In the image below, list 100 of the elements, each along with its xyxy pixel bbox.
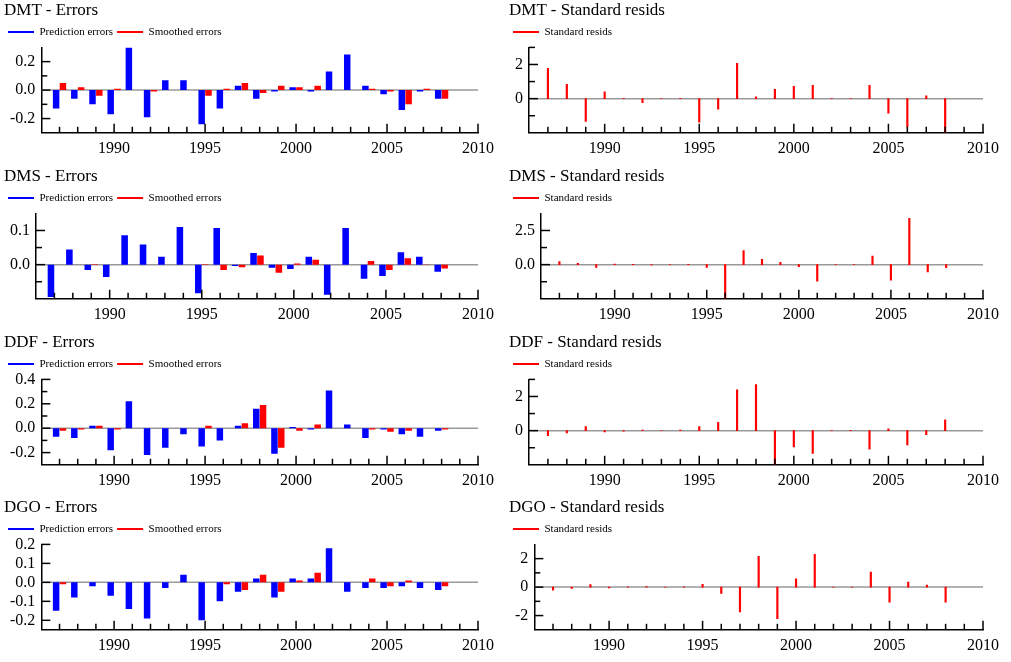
bar [220,264,227,270]
bar [362,85,369,91]
bar [89,90,96,105]
bar [234,582,242,593]
y-tick-label: 0.2 [15,534,36,552]
chart-title: DMS - Errors [4,165,98,185]
y-tick-label: 0.1 [15,553,36,571]
x-tick-label: 2005 [369,304,402,322]
bar [343,582,351,593]
chart-title: DGO - Standard resids [509,496,665,516]
bar [195,264,202,294]
x-tick-label: 1995 [690,304,723,322]
x-tick-label: 1990 [593,635,626,653]
bar [908,217,911,265]
bar [546,429,549,436]
bar [871,255,874,265]
chart-title: DGO - Errors [4,496,98,516]
bar [66,249,73,265]
bar [720,587,723,595]
bar [259,404,267,428]
bar [325,389,333,428]
bar [868,429,871,450]
bar [107,582,114,596]
bar [434,264,441,272]
bar [216,90,224,109]
y-tick-label: 0.0 [15,572,36,590]
x-tick-label: 2010 [967,635,999,653]
bar [584,425,587,431]
y-tick-label: -0.2 [10,108,36,126]
y-tick-label: 0.0 [10,254,30,272]
x-tick-label: 1995 [683,470,716,488]
x-tick-label: 2010 [967,138,999,156]
bar [811,84,814,99]
bar [404,257,412,265]
bar [59,427,67,431]
bar [434,582,442,591]
y-tick-label: 2 [515,54,523,72]
x-tick-label: 1990 [98,138,131,156]
y-tick-label: 0.1 [10,220,30,238]
bar [887,98,890,114]
x-tick-label: 2010 [967,470,999,488]
bar [367,260,375,265]
x-tick-label: 2000 [777,470,810,488]
bar [551,587,555,591]
bar [71,427,78,438]
bar [434,427,442,431]
x-tick-label: 2005 [873,635,906,653]
bar [889,264,892,281]
bar [305,256,313,265]
chart-title: DMT - Standard resids [509,0,665,19]
bar [158,256,165,265]
bar [107,427,114,450]
bar [944,587,947,603]
x-tick-label: 2010 [462,304,494,322]
x-tick-label: 2000 [280,470,313,488]
legend-label: Smoothed errors [148,522,222,535]
bar [125,582,133,610]
bar [584,98,587,122]
bar [760,258,764,265]
legend-label: Standard resids [544,190,613,203]
y-tick-label: 0.0 [15,80,36,98]
x-tick-label: 2010 [462,138,494,156]
x-tick-label: 1990 [98,470,131,488]
bar [180,575,187,583]
x-tick-label: 2005 [872,470,905,488]
bar [250,252,257,265]
bar [323,264,331,295]
bar [906,98,909,128]
x-tick-label: 2005 [874,304,907,322]
bar [71,90,78,99]
x-tick-label: 2005 [371,138,404,156]
bar [312,259,319,265]
bar [77,87,85,91]
bar [314,573,321,583]
bar [125,47,133,91]
bar [441,582,449,587]
bar [405,90,412,105]
bar [379,264,386,276]
bar [565,429,568,433]
bar [441,90,449,99]
bar [779,261,782,265]
bar [125,400,133,428]
bar [52,427,60,437]
bar [52,582,60,612]
x-tick-label: 2000 [780,635,813,653]
y-tick-label: -0.1 [10,591,36,609]
bar [773,88,776,99]
bar [121,235,128,265]
x-tick-label: 1995 [189,635,222,653]
bar [792,86,795,99]
bar [143,582,151,619]
x-tick-label: 1995 [686,635,719,653]
y-tick-label: 0.2 [15,51,36,69]
bar [698,98,701,123]
bar [546,68,549,99]
x-tick-label: 1995 [189,470,222,488]
bar [216,427,224,440]
bar [362,427,369,438]
y-tick-label: 2 [515,386,523,404]
bar [888,587,891,603]
